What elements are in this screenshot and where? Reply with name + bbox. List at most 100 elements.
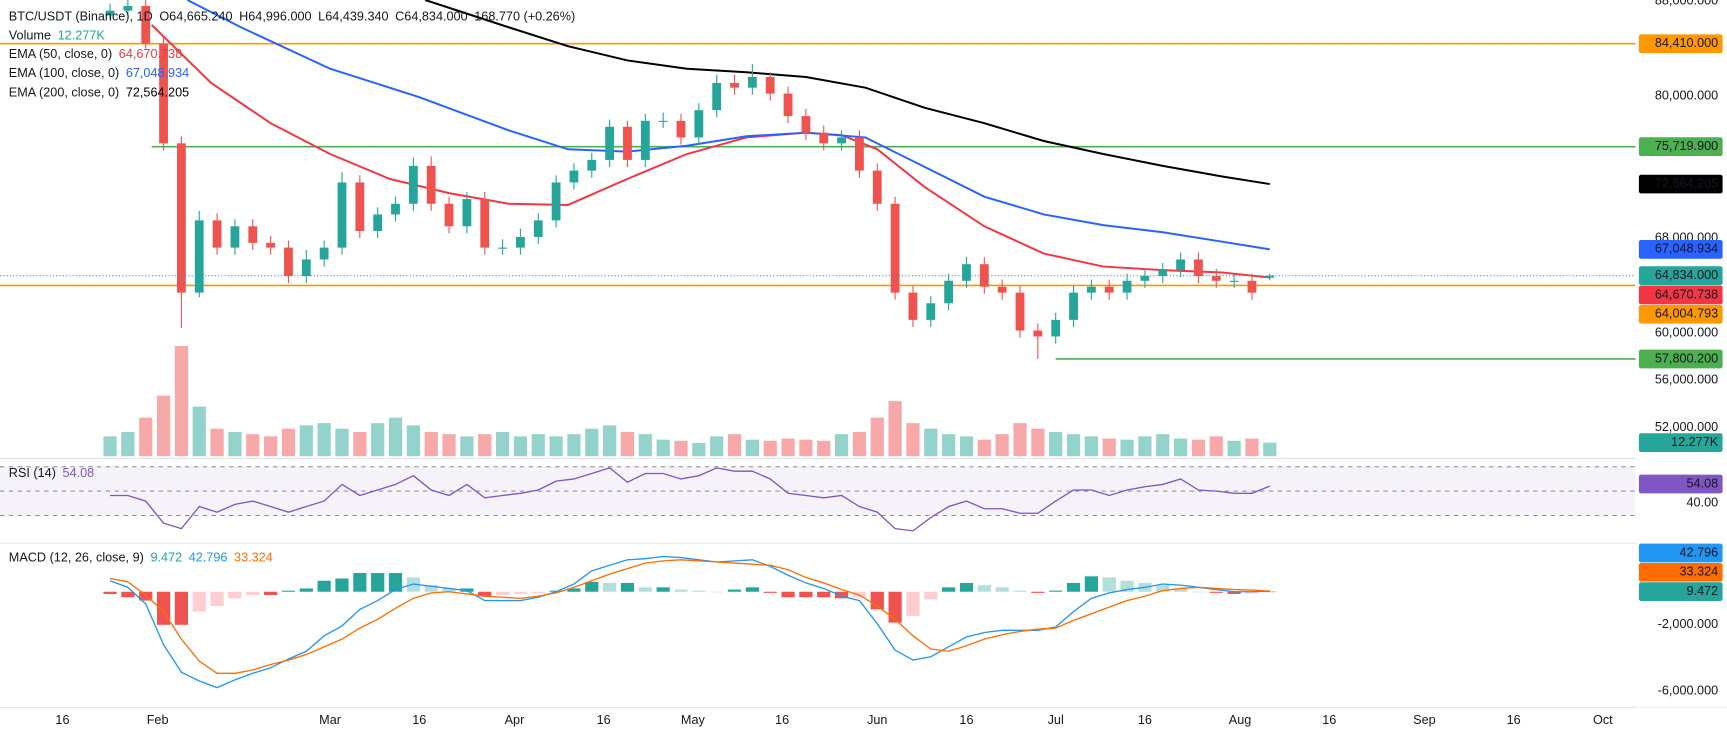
macd-histogram-bar (513, 591, 528, 594)
x-tick-label: Apr (505, 713, 525, 727)
ema-name: EMA (200, close, 0) (9, 86, 119, 100)
macd-histogram-bar (335, 578, 349, 592)
macd-histogram-bar (1031, 591, 1045, 593)
candle-body (979, 264, 989, 287)
volume-bar (603, 425, 617, 457)
macd-histogram-bar (585, 581, 599, 592)
rsi-band (0, 466, 1636, 516)
macd-histogram-bar (1263, 591, 1277, 593)
x-tick-label: 16 (1322, 713, 1336, 727)
macd-line (109, 559, 1270, 674)
macd-histogram-bar (1227, 591, 1241, 594)
volume-bar (834, 434, 849, 457)
candle-body (1033, 330, 1043, 337)
signal-label: 33.324 (1679, 565, 1718, 579)
macd-label-box (1638, 543, 1723, 563)
ema-line (186, 0, 1270, 251)
macd-histogram-bar (924, 591, 938, 600)
candle-body (498, 247, 507, 249)
volume-bar (103, 436, 117, 457)
macd-histogram-bar (1191, 591, 1206, 593)
x-tick-label: Mar (319, 713, 341, 727)
candle-body (1122, 280, 1132, 293)
candle-body (1015, 292, 1025, 331)
x-tick-label: 16 (412, 713, 426, 727)
macd-pane (103, 555, 1277, 689)
macd-histogram-bar (1013, 590, 1027, 592)
volume-bar (906, 423, 920, 457)
x-tick-label: 16 (775, 713, 789, 727)
volume-bar (1173, 438, 1188, 457)
candle-body (1069, 292, 1078, 320)
rsi-value-label: 54.08 (1687, 476, 1719, 490)
macd-histogram-bar (870, 591, 884, 610)
candle-body (480, 199, 490, 248)
ema-line (150, 24, 1270, 279)
volume-bar (710, 436, 724, 457)
volume-bar (495, 431, 510, 457)
volume-bar (942, 434, 956, 457)
volume-bar (460, 436, 474, 457)
candle-body (159, 43, 168, 144)
volume-bar (139, 417, 153, 457)
x-tick-label: 16 (55, 713, 69, 727)
macd-histogram-bar (388, 573, 403, 592)
volume-bar (745, 439, 759, 457)
histogram-label-box (1638, 582, 1723, 601)
volume-bar (763, 440, 777, 457)
volume-bar (1031, 428, 1045, 457)
ema-price-label: 64,670.738 (1655, 287, 1718, 301)
candle-body (997, 286, 1007, 293)
candle-body (1211, 276, 1221, 281)
macd-histogram-bar (1245, 591, 1259, 594)
volume-bar (210, 428, 224, 457)
candle-body (408, 165, 418, 204)
macd-histogram-bar (1049, 590, 1063, 592)
x-tick-label: 16 (1138, 713, 1152, 727)
candle-body (837, 137, 846, 144)
volume-name: Volume (9, 29, 51, 43)
candle-body (123, 5, 133, 11)
symbol-legend: BTC/USDT (Binance), 1D O64,665.240 H64,996… (9, 10, 575, 24)
signal-label-box (1638, 562, 1723, 582)
volume-bar (959, 436, 974, 457)
volume-bar (620, 431, 635, 457)
volume-bar (1209, 436, 1223, 457)
x-tick-label: 16 (959, 713, 973, 727)
macd-histogram-bar (1102, 577, 1116, 592)
candle-body (908, 292, 918, 320)
volume-bar (638, 434, 652, 457)
macd-histogram-bar (317, 580, 331, 592)
price-axis: 88,000.00080,000.00068,000.00060,000.000… (1636, 0, 1727, 708)
current-price-label: 64,834.000 (1655, 268, 1718, 282)
macd-histogram-bar (442, 588, 456, 592)
rsi-pane (0, 466, 1636, 532)
candle-body (962, 264, 971, 281)
x-tick-label: 16 (597, 713, 611, 727)
macd-histogram-bar (620, 582, 635, 592)
y-tick-label: 52,000.000 (1655, 420, 1718, 434)
candle-body (1247, 280, 1257, 293)
candle-body (230, 226, 240, 248)
ema-line (424, 0, 1270, 186)
macd-histogram-bar (299, 588, 313, 592)
candle-body (694, 110, 704, 138)
close-value: C64,834.000 (395, 10, 467, 24)
high-value: H64,996.000 (239, 10, 311, 24)
candle-body (444, 203, 454, 227)
ema-value: 72,564.205 (126, 86, 189, 100)
candle-body (926, 303, 936, 320)
level-price-label-box (1638, 349, 1723, 369)
histogram-label: 9.472 (1687, 584, 1719, 598)
volume-bar (406, 425, 420, 457)
macd-histogram-bar (371, 573, 385, 592)
candle-body (373, 214, 383, 232)
macd-histogram-bar (1066, 582, 1081, 592)
macd-histogram-bar (478, 591, 492, 597)
ema-legend: EMA (50, close, 0) 64,670.738 (9, 47, 182, 61)
candle-body (1158, 270, 1168, 277)
volume-bar (264, 436, 278, 457)
volume-bar (585, 428, 599, 457)
volume-bar (1156, 434, 1170, 457)
